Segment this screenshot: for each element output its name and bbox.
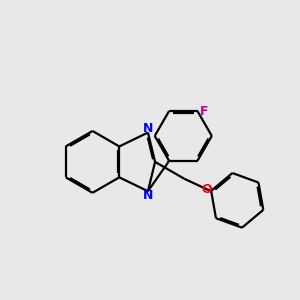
Text: O: O xyxy=(202,183,212,196)
Text: F: F xyxy=(200,105,208,118)
Text: N: N xyxy=(143,122,153,135)
Text: N: N xyxy=(143,189,153,202)
